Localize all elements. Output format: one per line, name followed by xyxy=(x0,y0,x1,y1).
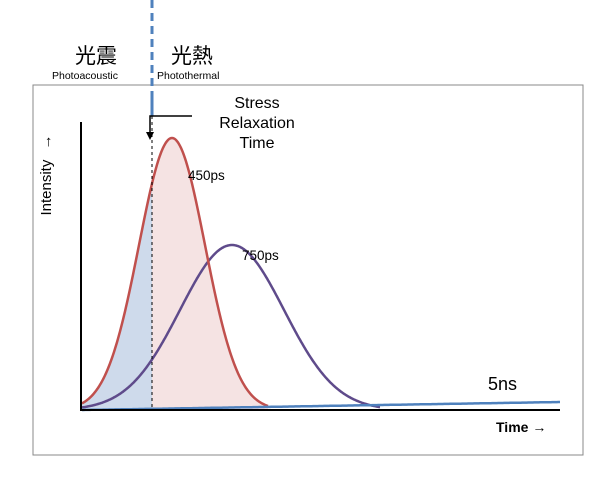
photothermal-subtitle: Photothermal xyxy=(157,70,220,82)
y-axis-title: Intensity → xyxy=(38,100,58,250)
pulse-5ns-curve xyxy=(82,400,560,412)
annotation-line-2: Relaxation xyxy=(219,115,295,132)
pulse-450ps-curve xyxy=(81,136,269,408)
photothermal-title: 光熱 xyxy=(171,45,213,68)
photoacoustic-title: 光震 xyxy=(75,45,117,68)
annotation-line-3: Time xyxy=(239,135,275,152)
photoacoustic-area xyxy=(82,183,152,410)
annotation-line-1: Stress xyxy=(234,95,280,112)
pulse-5ns-label: 5ns xyxy=(488,374,518,394)
bracket-arrowhead xyxy=(146,132,154,140)
y-axis-arrow-icon: → xyxy=(38,134,55,150)
stress-relaxation-label: Stress Relaxation Time xyxy=(212,94,302,154)
pulse-750ps-label: 750ps xyxy=(242,248,279,263)
y-axis-label: Intensity xyxy=(38,159,55,216)
x-axis-title: Time → xyxy=(496,419,546,435)
photoacoustic-subtitle: Photoacoustic xyxy=(52,70,118,82)
x-axis-arrow-icon: → xyxy=(532,419,547,435)
pulse-750ps-curve xyxy=(81,243,381,409)
pulse-450ps-label: 450ps xyxy=(188,168,225,183)
stress-relaxation-bracket xyxy=(149,115,192,132)
x-axis-label: Time xyxy=(496,419,529,435)
